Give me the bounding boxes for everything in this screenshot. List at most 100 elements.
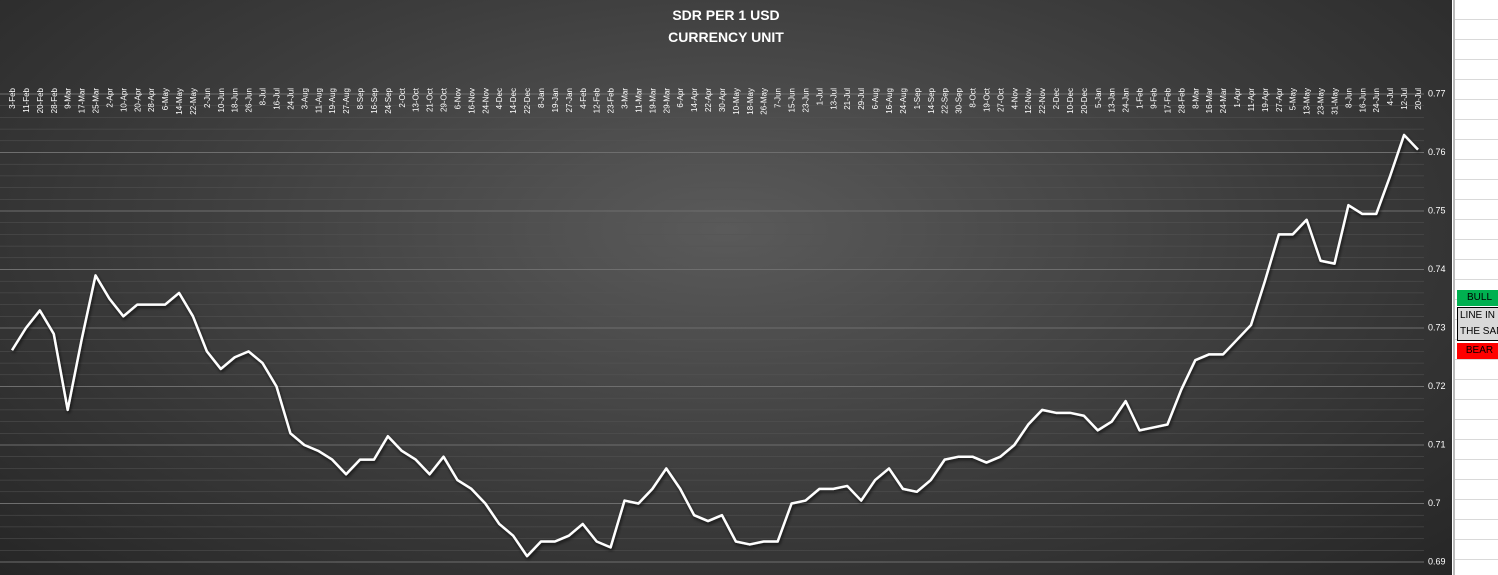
x-tick-label: 13-Jan	[1108, 88, 1117, 112]
x-tick-label: 12-Feb	[593, 87, 602, 113]
x-tick-label: 18-May	[746, 88, 755, 115]
x-tick-label: 6-May	[161, 88, 170, 110]
x-tick-label: 24-Jan	[1122, 88, 1131, 112]
x-tick-label: 13-Oct	[412, 87, 421, 112]
x-tick-label: 24-Jul	[286, 88, 295, 110]
y-tick-label: 0.7	[1428, 498, 1441, 508]
x-tick-label: 22-Dec	[523, 88, 532, 114]
x-tick-label: 6-Apr	[676, 88, 685, 108]
x-tick-label: 4-Nov	[1010, 88, 1019, 109]
x-tick-label: 29-Oct	[440, 87, 449, 112]
x-tick-label: 16-Mar	[1205, 88, 1214, 114]
x-tick-label: 2-Apr	[105, 88, 114, 108]
x-tick-label: 2-Oct	[398, 87, 407, 107]
line-cell[interactable]: LINE IN THE SAN	[1457, 307, 1498, 341]
x-tick-label: 12-Jul	[1400, 88, 1409, 110]
x-tick-label: 10-Dec	[1066, 88, 1075, 114]
x-tick-label: 3-Mar	[621, 88, 630, 109]
bull-cell[interactable]: BULL	[1457, 290, 1498, 306]
x-tick-label: 20-Feb	[36, 87, 45, 113]
y-tick-label: 0.74	[1428, 264, 1446, 274]
x-tick-label: 30-Apr	[718, 88, 727, 112]
spreadsheet-column: BULL LINE IN THE SAN BEAR	[1453, 0, 1498, 575]
x-tick-label: 27-Jan	[565, 88, 574, 112]
x-tick-label: 1-Feb	[1136, 87, 1145, 108]
x-tick-label: 31-May	[1330, 88, 1339, 115]
x-tick-label: 27-Oct	[996, 87, 1005, 112]
x-tick-label: 19-Apr	[1261, 88, 1270, 112]
x-tick-label: 10-May	[732, 88, 741, 115]
x-tick-label: 23-May	[1317, 88, 1326, 115]
x-tick-label: 2-Jun	[203, 88, 212, 108]
x-tick-label: 16-Jul	[272, 88, 281, 110]
x-tick-label: 22-May	[189, 88, 198, 115]
x-tick-label: 17-Mar	[78, 88, 87, 114]
x-tick-label: 6-Aug	[871, 88, 880, 109]
x-tick-label: 29-Mar	[662, 88, 671, 114]
x-tick-label: 4-Jul	[1386, 88, 1395, 106]
x-tick-label: 11-Feb	[22, 87, 31, 112]
x-tick-label: 23-Jun	[801, 88, 810, 112]
x-tick-label: 10-Apr	[119, 88, 128, 112]
chart-title: SDR PER 1 USD	[672, 7, 779, 23]
x-tick-label: 14-May	[175, 88, 184, 115]
x-tick-label: 16-Sep	[370, 87, 379, 113]
x-tick-label: 11-Apr	[1247, 88, 1256, 112]
x-tick-label: 2-Dec	[1052, 88, 1061, 109]
y-tick-label: 0.69	[1428, 556, 1446, 566]
x-tick-label: 30-Sep	[955, 87, 964, 113]
x-tick-label: 26-May	[760, 88, 769, 115]
x-tick-label: 29-Jul	[857, 88, 866, 110]
x-tick-label: 19-Jan	[551, 88, 560, 112]
y-tick-label: 0.73	[1428, 322, 1446, 332]
x-tick-label: 19-Aug	[328, 88, 337, 114]
x-tick-label: 8-Jun	[1344, 88, 1353, 108]
x-tick-label: 8-Jul	[259, 88, 268, 106]
x-tick-label: 9-Mar	[64, 88, 73, 109]
x-tick-label: 25-Mar	[92, 88, 101, 114]
x-tick-label: 19-Oct	[982, 87, 991, 112]
x-tick-label: 1-Jul	[815, 88, 824, 106]
x-tick-label: 19-Mar	[648, 88, 657, 114]
x-tick-label: 13-May	[1303, 88, 1312, 115]
y-tick-label: 0.72	[1428, 381, 1446, 391]
x-tick-label: 27-Apr	[1275, 88, 1284, 112]
bear-cell[interactable]: BEAR	[1457, 343, 1498, 359]
x-tick-label: 9-Feb	[1150, 87, 1159, 108]
x-tick-label: 28-Feb	[1177, 87, 1186, 113]
x-tick-label: 8-Mar	[1191, 88, 1200, 109]
x-tick-label: 21-Jul	[843, 88, 852, 110]
x-tick-label: 26-Jun	[245, 88, 254, 112]
x-tick-label: 11-Aug	[314, 88, 323, 113]
x-tick-label: 18-Jun	[231, 88, 240, 112]
x-tick-label: 17-Feb	[1163, 87, 1172, 113]
x-tick-label: 20-Apr	[133, 88, 142, 112]
x-tick-label: 14-Dec	[509, 88, 518, 114]
x-tick-label: 11-Mar	[634, 88, 643, 113]
x-tick-label: 24-Aug	[899, 88, 908, 114]
y-tick-label: 0.76	[1428, 147, 1446, 157]
y-tick-label: 0.71	[1428, 439, 1446, 449]
x-tick-label: 23-Feb	[607, 87, 616, 113]
data-line	[10, 133, 1419, 558]
x-tick-label: 5-May	[1289, 88, 1298, 110]
x-tick-label: 27-Aug	[342, 88, 351, 114]
chart: SDR PER 1 USD CURRENCY UNIT 0.69 0.7 0.71 0…	[0, 0, 1452, 575]
x-tick-label: 24-Mar	[1219, 88, 1228, 114]
x-tick-label: 28-Apr	[147, 88, 156, 112]
x-tick-label: 13-Jul	[829, 88, 838, 110]
x-tick-label: 1-Apr	[1233, 88, 1242, 108]
x-tick-label: 16-Nov	[467, 88, 476, 114]
x-tick-label: 6-Nov	[453, 88, 462, 109]
x-tick-label: 14-Sep	[927, 87, 936, 113]
x-tick-label: 3-Aug	[300, 88, 309, 109]
x-tick-label: 10-Jun	[217, 88, 226, 112]
x-tick-label: 28-Feb	[50, 87, 59, 113]
x-tick-label: 16-Aug	[885, 88, 894, 114]
x-tick-label: 16-Jun	[1358, 88, 1367, 112]
x-tick-label: 22-Sep	[941, 87, 950, 113]
x-tick-label: 24-Jun	[1372, 88, 1381, 112]
x-tick-label: 5-Jan	[1094, 88, 1103, 108]
x-tick-label: 22-Nov	[1038, 88, 1047, 114]
